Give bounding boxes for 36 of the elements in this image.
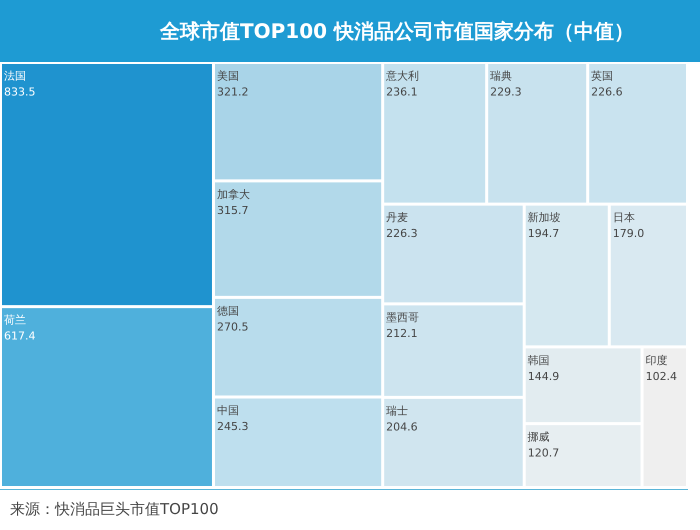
category-label: 中国 [216, 404, 239, 418]
category-label: 瑞士 [386, 404, 408, 418]
category-label: 美国 [216, 70, 239, 82]
data-label: 179.0 [612, 227, 644, 240]
category-label: 意大利 [385, 70, 420, 82]
category-label: 墨西哥 [386, 310, 420, 324]
data-label: 270.5 [216, 320, 248, 334]
category-label: 韩国 [528, 354, 550, 367]
data-label: 617.4 [4, 330, 36, 343]
category-label: 日本 [612, 211, 635, 224]
data-label: 204.6 [386, 420, 418, 434]
category-label: 法国 [4, 70, 26, 82]
data-label: 229.3 [490, 86, 522, 98]
category-label: 加拿大 [216, 188, 250, 201]
category-label: 英国 [591, 70, 614, 82]
category-label: 瑞典 [490, 70, 512, 82]
data-label: 245.3 [216, 420, 248, 434]
data-label: 144.9 [528, 370, 560, 383]
data-label: 226.6 [591, 86, 623, 98]
category-label: 德国 [216, 304, 239, 318]
data-label: 321.2 [216, 86, 248, 98]
data-label: 833.5 [4, 86, 36, 98]
data-label: 315.7 [216, 204, 248, 217]
category-label: 印度 [646, 354, 668, 367]
category-label: 丹麦 [386, 211, 408, 224]
data-label: 236.1 [386, 86, 418, 98]
data-label: 212.1 [386, 326, 418, 340]
category-label: 挪威 [528, 430, 550, 444]
category-label: 荷兰 [4, 314, 26, 327]
data-label: 194.7 [528, 227, 560, 240]
data-label: 226.3 [386, 227, 418, 240]
text: 全球市值TOP100 快消品公司市值国家分布（中值） [0, 0, 700, 62]
data-label: 120.7 [528, 446, 560, 460]
category-label: 新加坡 [528, 211, 561, 224]
data-label: 102.4 [646, 370, 678, 383]
source-note: 来源：快消品巨头市值TOP100 [10, 500, 219, 519]
